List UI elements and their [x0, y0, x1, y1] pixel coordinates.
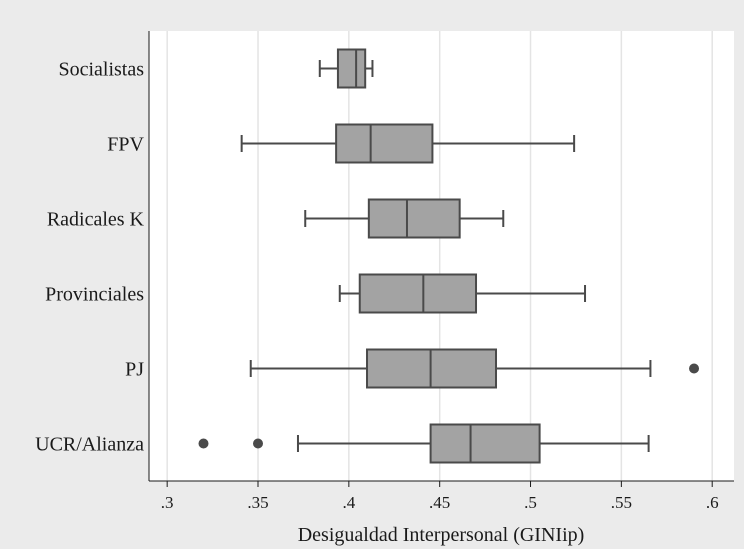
x-tick-label: .35: [247, 493, 268, 512]
outlier-point: [253, 438, 264, 449]
category-label: FPV: [107, 134, 144, 156]
x-axis-ticks: .3 .35 .4 .45 .5 .55 .6: [161, 481, 719, 512]
x-tick-label: .5: [524, 493, 537, 512]
box: [358, 273, 478, 314]
gridlines: [166, 31, 713, 481]
category-label: PJ: [125, 359, 144, 381]
box: [335, 123, 434, 164]
category-labels: Socialistas FPV Radicales K Provinciales PJ U…: [35, 59, 144, 456]
category-label: Provinciales: [45, 284, 144, 306]
plot-area: [149, 31, 734, 481]
box-group: [318, 48, 374, 89]
category-label: UCR/Alianza: [35, 434, 144, 456]
box-group: [304, 198, 505, 239]
x-tick-label: .45: [429, 493, 450, 512]
box: [336, 48, 367, 89]
outlier-point: [198, 438, 209, 449]
box: [367, 198, 461, 239]
x-tick-label: .4: [342, 493, 355, 512]
box-series: [198, 48, 700, 464]
box-group: [240, 123, 576, 164]
x-tick-label: .55: [611, 493, 632, 512]
box-group: [249, 348, 700, 389]
box: [429, 423, 541, 464]
x-tick-label: .3: [161, 493, 174, 512]
category-label: Radicales K: [47, 209, 145, 231]
x-axis-title: Desigualdad Interpersonal (GINIip): [298, 524, 585, 546]
box-group: [198, 423, 650, 464]
outlier-point: [689, 363, 700, 374]
x-tick-label: .6: [706, 493, 719, 512]
category-label: Socialistas: [58, 59, 144, 81]
box-group: [338, 273, 587, 314]
